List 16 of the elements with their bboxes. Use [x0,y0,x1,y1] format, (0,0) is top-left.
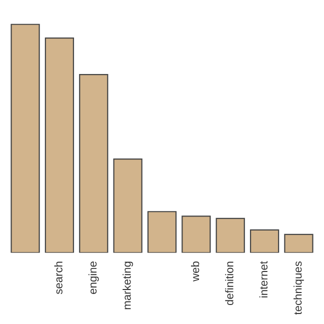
x-tick-label: search [54,262,62,294]
bar [10,24,40,253]
bar [44,38,74,253]
bar [182,216,211,253]
x-tick-label: internet [259,261,268,298]
x-tick-label: techniques [294,261,304,315]
bar [284,234,314,253]
x-tick-label: engine [88,262,99,294]
x-tick-label: web [191,262,200,282]
bar [216,218,245,253]
bar [113,158,142,253]
bar [147,211,177,253]
x-tick-label: definition [225,262,234,306]
x-tick-label: marketing [122,262,133,310]
bar [250,229,280,253]
bar [79,74,108,253]
